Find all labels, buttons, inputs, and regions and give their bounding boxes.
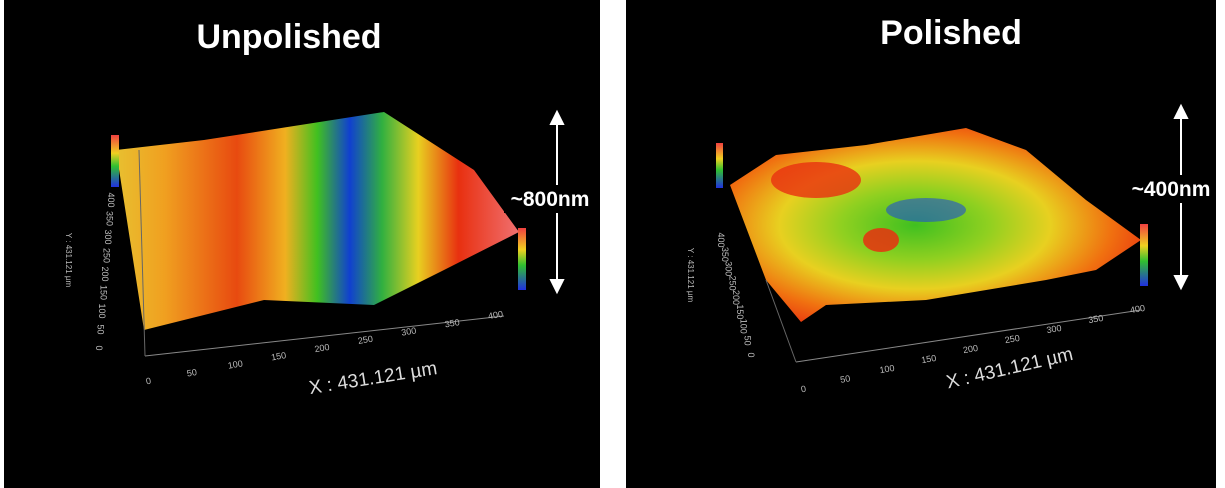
y-tick-label: 300	[724, 261, 734, 276]
panel-title: Polished	[880, 14, 1022, 52]
figure: Unpolished ~800nm X : 431.121 µm Y : 431…	[0, 0, 1225, 488]
colorbar	[716, 143, 723, 188]
peak	[771, 162, 861, 198]
y-tick-label: 150	[99, 285, 109, 300]
y-tick-label: 150	[735, 304, 745, 319]
y-tick-label: 250	[102, 248, 112, 263]
y-tick-label: 0	[746, 352, 756, 357]
y-tick-label: 250	[727, 276, 737, 291]
y-tick-label: 50	[96, 324, 106, 334]
height-label: ~400nm	[1132, 178, 1211, 201]
y-tick-label: 350	[720, 247, 730, 262]
peak	[863, 228, 899, 252]
x-tick-label: 50	[186, 367, 198, 379]
y-axis-label: Y : 431.121 µm	[64, 233, 73, 288]
y-tick-label: 300	[103, 229, 113, 244]
unpolished-panel: Unpolished ~800nm X : 431.121 µm Y : 431…	[4, 0, 600, 488]
y-tick-label: 350	[105, 211, 115, 226]
colorbar	[1140, 224, 1148, 286]
y-tick-label: 200	[100, 266, 110, 281]
y-axis-label: Y : 431.121 µm	[686, 248, 695, 303]
height-label: ~800nm	[511, 188, 590, 211]
colorbar	[518, 228, 526, 290]
colorbar	[111, 135, 119, 187]
y-tick-label: 50	[742, 336, 752, 346]
y-tick-label: 400	[716, 232, 726, 247]
y-tick-label: 200	[731, 290, 741, 305]
polished-panel: Polished ~400nm X : 431.121 µm Y : 431.1…	[626, 0, 1216, 488]
y-tick-label: 100	[97, 303, 107, 318]
y-tick-label: 100	[739, 319, 749, 334]
panel-title: Unpolished	[196, 18, 381, 56]
valley	[886, 198, 966, 222]
x-tick-label: 50	[839, 373, 851, 385]
y-tick-label: 0	[94, 345, 104, 350]
y-tick-label: 400	[106, 192, 116, 207]
